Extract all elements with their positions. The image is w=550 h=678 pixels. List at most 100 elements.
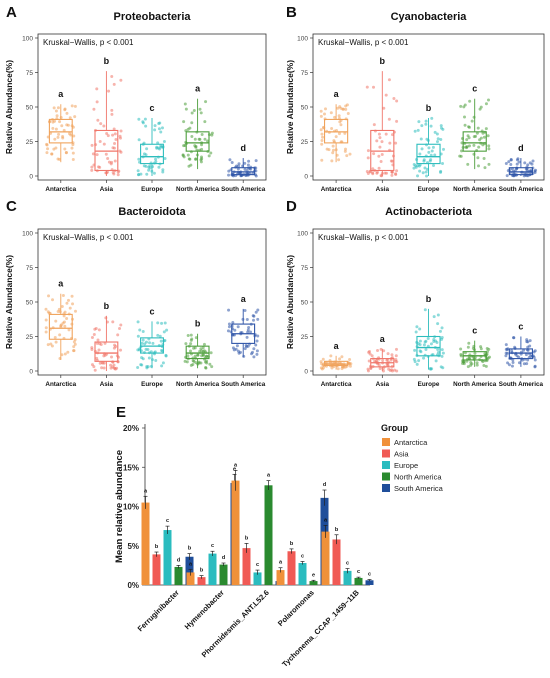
jitter-point xyxy=(95,100,99,104)
jitter-point xyxy=(467,144,471,148)
jitter-point xyxy=(49,342,53,346)
jitter-point xyxy=(95,341,99,345)
significance-letter: c xyxy=(256,562,259,568)
jitter-point xyxy=(416,174,420,178)
y-tick-label: 75 xyxy=(301,265,309,272)
jitter-point xyxy=(379,159,383,163)
jitter-point xyxy=(140,341,144,345)
jitter-point xyxy=(107,160,111,164)
y-tick-label: 75 xyxy=(301,70,309,77)
jitter-point xyxy=(189,342,193,346)
box-iqr xyxy=(508,167,534,176)
box-north-america: b xyxy=(183,319,214,370)
jitter-point xyxy=(387,367,391,371)
significance-letter: b xyxy=(426,103,432,113)
jitter-point xyxy=(436,348,440,352)
jitter-point xyxy=(137,157,141,161)
jitter-point xyxy=(467,341,471,345)
jitter-point xyxy=(96,118,100,122)
jitter-point xyxy=(412,163,416,167)
jitter-point xyxy=(320,139,324,143)
bar-group-ferruginibacter: a b c d b xyxy=(141,488,194,585)
significance-letter: e xyxy=(233,466,236,472)
boxplot-panel-b: Cyanobacteria Kruskal−Wallis, p < 0.001 0 2… xyxy=(285,11,545,193)
jitter-point xyxy=(255,339,259,343)
jitter-point xyxy=(45,151,49,155)
jitter-point xyxy=(147,356,151,360)
jitter-point xyxy=(68,116,72,120)
box-iqr xyxy=(94,341,119,362)
jitter-point xyxy=(233,328,237,332)
box-antarctica: a xyxy=(44,279,77,361)
jitter-point xyxy=(380,152,384,156)
jitter-point xyxy=(530,162,534,166)
jitter-point xyxy=(54,146,58,150)
jitter-point xyxy=(47,311,51,315)
jitter-point xyxy=(162,330,166,334)
jitter-point xyxy=(522,362,526,366)
jitter-point xyxy=(463,123,467,127)
jitter-point xyxy=(418,349,422,353)
kruskal-wallis-annotation: Kruskal−Wallis, p < 0.001 xyxy=(43,38,134,47)
jitter-point xyxy=(372,152,376,156)
jitter-point xyxy=(118,327,122,331)
significance-letter: b xyxy=(380,56,386,66)
jitter-point xyxy=(209,351,213,355)
jitter-point xyxy=(252,318,256,322)
jitter-point xyxy=(391,133,395,137)
jitter-point xyxy=(329,354,333,358)
y-axis-label: Relative Abundance(%) xyxy=(4,60,14,154)
box-iqr xyxy=(323,118,349,144)
bar-panel-e: 0% 5% 10% 15% 20% Mean relative abundance a b c d… xyxy=(114,423,444,669)
x-tick-label: Asia xyxy=(100,186,114,193)
jitter-point xyxy=(72,340,76,344)
jitter-point xyxy=(329,111,333,115)
jitter-point xyxy=(201,346,205,350)
jitter-point xyxy=(46,343,50,347)
y-tick-label: 0% xyxy=(127,581,139,590)
jitter-point xyxy=(114,138,118,142)
jitter-point xyxy=(160,321,164,325)
jitter-point xyxy=(377,132,381,136)
significance-letter: c xyxy=(472,326,477,336)
box-iqr xyxy=(48,313,73,340)
jitter-point xyxy=(478,138,482,142)
jitter-point xyxy=(531,159,535,163)
jitter-point xyxy=(387,117,391,121)
jitter-point xyxy=(476,164,480,168)
jitter-point xyxy=(110,108,114,112)
jitter-point xyxy=(155,145,159,149)
jitter-point xyxy=(366,367,370,371)
jitter-point xyxy=(528,339,532,343)
jitter-point xyxy=(252,347,256,351)
jitter-point xyxy=(112,127,116,131)
jitter-point xyxy=(470,119,474,123)
jitter-point xyxy=(163,157,167,161)
jitter-point xyxy=(102,366,106,370)
jitter-point xyxy=(202,342,206,346)
jitter-point xyxy=(368,352,372,356)
jitter-point xyxy=(159,339,163,343)
box-iqr xyxy=(140,337,164,354)
jitter-point xyxy=(395,99,399,103)
x-tick-label: Europe xyxy=(418,381,440,388)
box-iqr xyxy=(185,345,210,360)
significance-letter: d xyxy=(240,143,246,153)
jitter-point xyxy=(73,115,77,119)
jitter-point xyxy=(196,353,200,357)
jitter-point xyxy=(193,346,197,350)
y-tick-label: 50 xyxy=(26,300,34,307)
jitter-point xyxy=(60,124,64,128)
jitter-point xyxy=(421,171,425,175)
legend-swatch xyxy=(382,449,390,458)
jitter-point xyxy=(183,102,187,106)
jitter-point xyxy=(432,315,436,319)
jitter-point xyxy=(320,367,324,371)
jitter-point xyxy=(190,337,194,341)
jitter-point xyxy=(330,159,334,163)
bar xyxy=(365,580,374,585)
bar xyxy=(354,577,363,585)
jitter-point xyxy=(525,362,529,366)
jitter-point xyxy=(330,126,334,130)
box-iqr xyxy=(370,129,395,172)
